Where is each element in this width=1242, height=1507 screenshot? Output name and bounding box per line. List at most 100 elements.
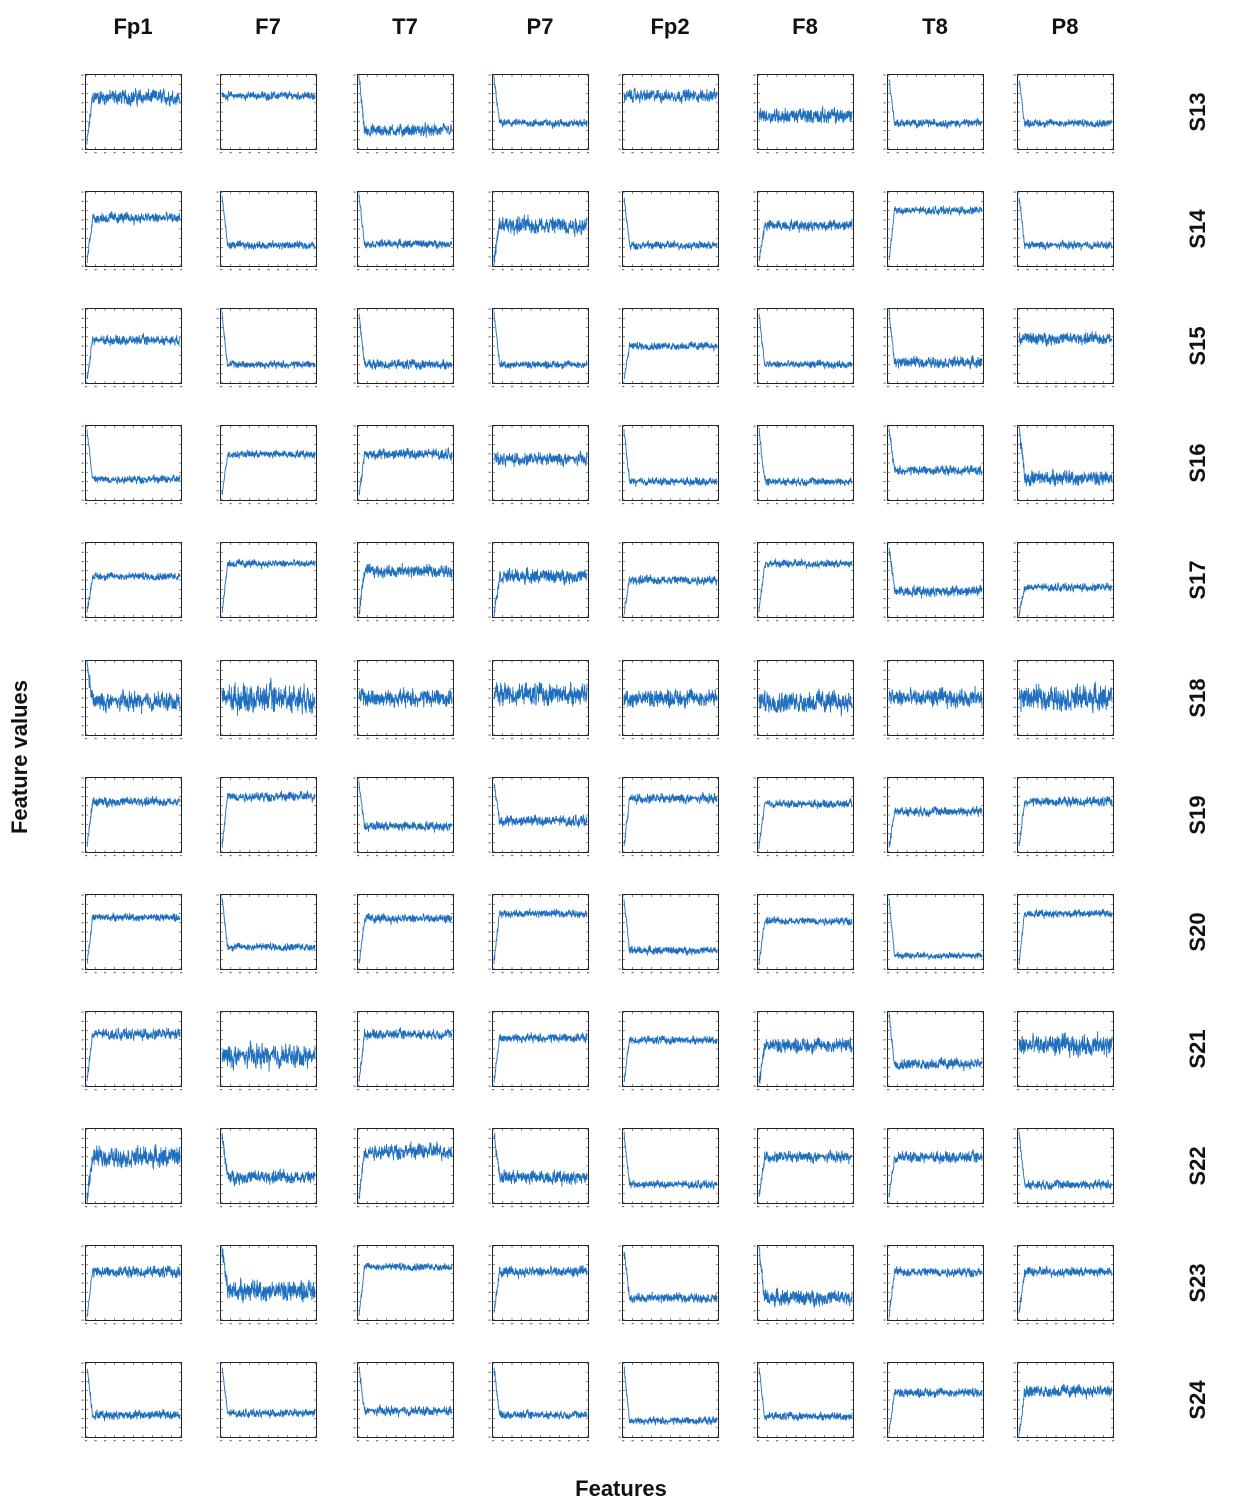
panel-s14-f7 (216, 191, 317, 271)
panel-frame (356, 74, 454, 150)
row-label-s19: S19 (1185, 795, 1210, 835)
panel-ticks (357, 777, 453, 853)
series-line-s22-t8 (888, 1148, 982, 1198)
series-line-s16-p8 (1018, 427, 1112, 487)
panel-s21-t8 (883, 1011, 984, 1091)
panel-frame (756, 1011, 854, 1087)
panel-ticks (622, 660, 718, 736)
series-line-s18-f7 (221, 677, 315, 716)
panel-frame (1016, 777, 1114, 853)
panel-frame (886, 191, 984, 267)
panel-s16-f8 (753, 425, 854, 505)
panel-frame (356, 1128, 454, 1204)
series-line-s15-f8 (758, 313, 852, 370)
panel-frame (356, 1362, 454, 1438)
panel-s21-f8 (753, 1011, 854, 1091)
panel-frame (491, 425, 589, 501)
panel-tick-labels (883, 542, 984, 622)
panel-s24-t7 (353, 1362, 454, 1442)
panel-tick-labels (216, 74, 317, 154)
series-line-s14-t7 (358, 194, 452, 250)
panel-tick-labels (353, 308, 454, 388)
panel-tick-labels (488, 894, 589, 974)
panel-ticks (85, 1245, 181, 1321)
panel-tick-labels (883, 425, 984, 505)
panel-tick-labels (618, 1128, 719, 1208)
panel-s22-t7 (353, 1128, 454, 1208)
panel-s17-p8 (1013, 542, 1114, 622)
panel-s24-t8 (883, 1362, 984, 1442)
panel-tick-labels (353, 1011, 454, 1091)
panel-frame (219, 425, 317, 501)
panel-frame (491, 74, 589, 150)
panel-ticks (622, 425, 718, 501)
panel-frame (84, 542, 182, 618)
panel-frame (621, 1362, 719, 1438)
panel-s17-fp1 (81, 542, 182, 622)
panel-tick-labels (618, 1362, 719, 1442)
panel-tick-labels (216, 660, 317, 740)
series-line-s13-t7 (358, 76, 452, 138)
panel-s15-p8 (1013, 308, 1114, 388)
panel-tick-labels (488, 542, 589, 622)
panel-frame (1016, 1011, 1114, 1087)
series-line-s22-f7 (221, 1132, 315, 1187)
panel-ticks (887, 660, 983, 736)
panel-s17-t8 (883, 542, 984, 622)
panel-tick-labels (618, 425, 719, 505)
panel-tick-labels (488, 1245, 589, 1325)
panel-frame (491, 777, 589, 853)
panel-ticks (757, 1011, 853, 1087)
series-line-s21-p8 (1018, 1031, 1112, 1059)
panel-ticks (220, 542, 316, 618)
series-line-s13-t8 (888, 79, 982, 129)
panel-ticks (85, 1128, 181, 1204)
series-line-s19-p8 (1018, 796, 1112, 847)
panel-ticks (622, 777, 718, 853)
panel-frame (1016, 1128, 1114, 1204)
panel-tick-labels (81, 74, 182, 154)
series-line-s22-fp1 (86, 1143, 180, 1202)
row-label-s21: S21 (1185, 1029, 1210, 1069)
panel-frame (756, 1362, 854, 1438)
panel-tick-labels (488, 425, 589, 505)
panel-ticks (757, 425, 853, 501)
panel-tick-labels (353, 425, 454, 505)
panel-tick-labels (1013, 660, 1114, 740)
series-line-s23-t7 (358, 1262, 452, 1316)
panel-s23-t8 (883, 1245, 984, 1325)
panel-s14-fp2 (618, 191, 719, 271)
series-line-s22-fp2 (623, 1131, 717, 1190)
panel-frame (491, 1245, 589, 1321)
panel-frame (621, 1245, 719, 1321)
panel-s13-f8 (753, 74, 854, 154)
panel-s18-fp1 (81, 660, 182, 740)
series-line-s13-fp2 (623, 87, 717, 104)
series-line-s17-f7 (221, 558, 315, 613)
panel-s18-f8 (753, 660, 854, 740)
panel-s17-p7 (488, 542, 589, 622)
panel-tick-labels (618, 660, 719, 740)
panel-s15-t8 (883, 308, 984, 388)
panel-s23-fp1 (81, 1245, 182, 1325)
series-line-s24-f8 (758, 1367, 852, 1422)
panel-tick-labels (81, 542, 182, 622)
panel-tick-labels (1013, 894, 1114, 974)
panel-tick-labels (618, 191, 719, 271)
panel-tick-labels (883, 1011, 984, 1091)
panel-frame (356, 777, 454, 853)
panel-tick-labels (883, 191, 984, 271)
panel-ticks (1017, 777, 1113, 853)
series-line-s14-fp2 (623, 197, 717, 251)
series-line-s18-t8 (888, 685, 982, 710)
panel-s14-p7 (488, 191, 589, 271)
panel-tick-labels (353, 1362, 454, 1442)
panel-s22-t8 (883, 1128, 984, 1208)
panel-ticks (357, 542, 453, 618)
series-line-s21-t7 (358, 1027, 452, 1082)
panel-frame (886, 1245, 984, 1321)
series-line-s20-f8 (758, 916, 852, 965)
row-label-s18: S18 (1185, 678, 1210, 718)
panel-s14-p8 (1013, 191, 1114, 271)
panel-frame (1016, 1245, 1114, 1321)
